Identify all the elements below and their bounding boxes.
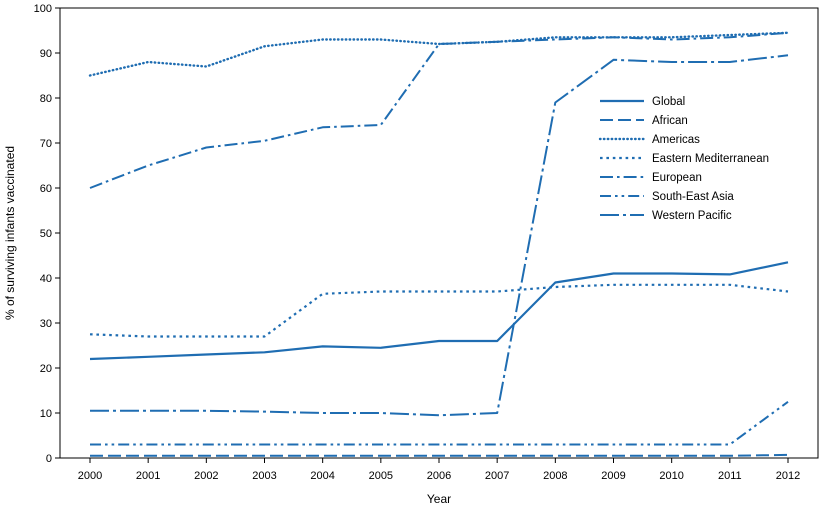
y-tick-label: 70 (40, 138, 52, 150)
legend-item-label: European (652, 172, 702, 184)
data-series (88, 31, 790, 457)
series-line-americas (88, 31, 790, 77)
x-tick-label: 2009 (601, 470, 625, 482)
legend-item-label: Western Pacific (652, 210, 732, 222)
legend-item-label: African (652, 115, 688, 127)
series-line-european (89, 31, 789, 189)
y-tick-label: 50 (40, 228, 52, 240)
legend-item: South-East Asia (600, 191, 734, 203)
series-line-south-east-asia (90, 400, 789, 446)
x-tick-label: 2003 (252, 470, 276, 482)
y-tick-label: 0 (46, 453, 52, 465)
y-axis-title: % of surviving infants vaccinated (3, 146, 17, 320)
legend-item: African (600, 115, 688, 127)
axis-ticks: 0 10 20 30 40 50 60 70 80 90 100 2000 2001 2002 2003 20… (34, 3, 801, 482)
x-tick-label: 2011 (718, 470, 742, 482)
legend-item-label: South-East Asia (652, 191, 734, 203)
x-tick-label: 2002 (194, 470, 218, 482)
legend-item-label: Americas (652, 134, 700, 146)
y-tick-label: 10 (40, 408, 52, 420)
x-tick-label: 2004 (310, 470, 334, 482)
y-tick-label: 40 (40, 273, 52, 285)
series-line-african (90, 453, 789, 457)
x-tick-label: 2001 (136, 470, 160, 482)
y-tick-label: 80 (40, 93, 52, 105)
y-tick-label: 100 (34, 3, 52, 15)
legend-item: Western Pacific (600, 210, 732, 222)
y-tick-label: 30 (40, 318, 52, 330)
y-tick-label: 60 (40, 183, 52, 195)
x-axis-title: Year (427, 492, 451, 506)
legend-item: Eastern Mediterranean (600, 153, 769, 165)
x-tick-label: 2012 (776, 470, 800, 482)
series-line-western-pacific (90, 54, 789, 417)
x-tick-label: 2008 (543, 470, 567, 482)
x-tick-label: 2006 (427, 470, 451, 482)
series-line-global (89, 261, 789, 361)
x-tick-label: 2005 (369, 470, 393, 482)
series-line-eastern-mediterranean (89, 283, 789, 338)
x-tick-label: 2000 (78, 470, 102, 482)
legend-item-label: Eastern Mediterranean (652, 153, 769, 165)
y-tick-label: 90 (40, 48, 52, 60)
y-tick-label: 20 (40, 363, 52, 375)
legend-item-label: Global (652, 96, 685, 108)
legend-item: European (600, 172, 702, 184)
legend-item: Global (600, 96, 685, 108)
x-tick-label: 2007 (485, 470, 509, 482)
legend-item: Americas (598, 134, 700, 146)
plot-frame (59, 7, 819, 459)
legend: Global African Americas Eastern Mediterrane… (598, 96, 769, 222)
x-tick-label: 2010 (659, 470, 683, 482)
